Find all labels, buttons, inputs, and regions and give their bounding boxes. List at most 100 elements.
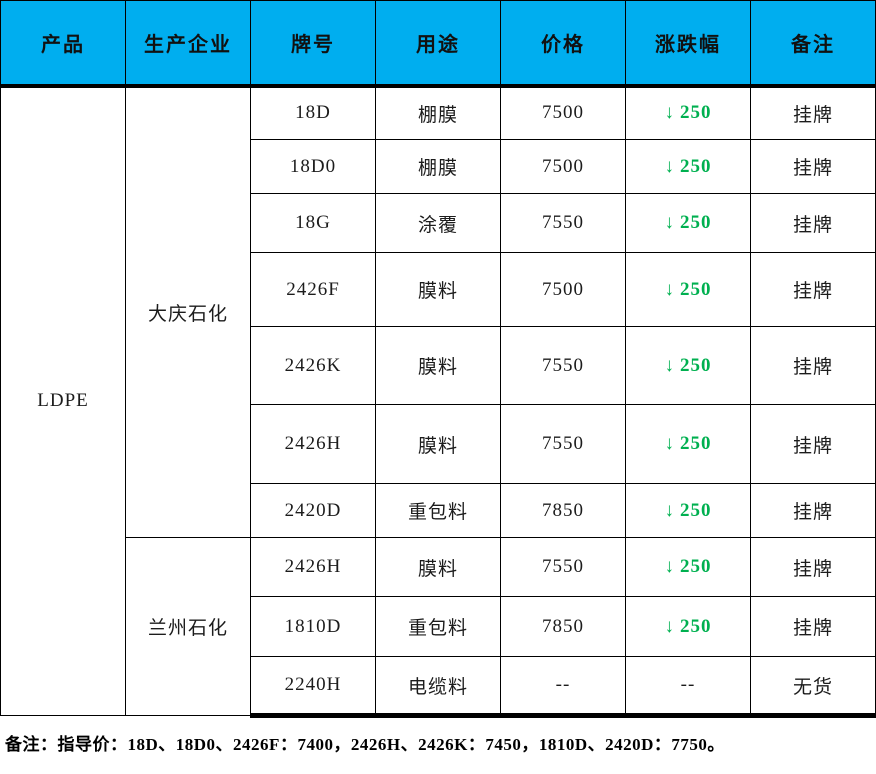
grade-cell: 2240H xyxy=(250,656,376,718)
change-cell: ↓ 250 xyxy=(625,139,751,194)
use-cell: 膜料 xyxy=(375,537,501,597)
note-cell: 挂牌 xyxy=(750,252,876,327)
table-row: 2426F 膜料 7500 ↓ 250 挂牌 xyxy=(1,252,876,327)
column-header-change: 涨跌幅 xyxy=(625,0,751,88)
price-change-down: ↓ 250 xyxy=(665,500,712,521)
down-arrow-icon: ↓ xyxy=(664,615,675,637)
column-header-product: 产品 xyxy=(0,0,126,88)
price-cell: 7550 xyxy=(500,404,626,484)
down-arrow-icon: ↓ xyxy=(664,433,675,454)
grade-cell: 2426F xyxy=(250,252,376,327)
grade-cell: 18D0 xyxy=(250,139,376,194)
price-cell: 7850 xyxy=(500,483,626,538)
grade-cell: 2426H xyxy=(250,404,376,484)
use-cell: 膜料 xyxy=(375,326,501,405)
note-cell: 挂牌 xyxy=(750,139,876,194)
use-cell: 膜料 xyxy=(375,404,501,484)
change-value: 250 xyxy=(680,278,712,300)
product-cell: LDPE xyxy=(0,85,126,716)
down-arrow-icon: ↓ xyxy=(664,556,675,577)
price-cell: 7500 xyxy=(500,252,626,327)
use-cell: 涂覆 xyxy=(375,193,501,253)
grade-cell: 2420D xyxy=(250,483,376,538)
price-change-down: ↓ 250 xyxy=(665,212,712,233)
grade-cell: 1810D xyxy=(250,596,376,657)
column-header-grade: 牌号 xyxy=(250,0,376,88)
note-cell: 挂牌 xyxy=(750,193,876,253)
down-arrow-icon: ↓ xyxy=(664,278,675,300)
change-cell: ↓ 250 xyxy=(625,404,751,484)
column-header-price: 价格 xyxy=(500,0,626,88)
price-cell: 7500 xyxy=(500,139,626,194)
down-arrow-icon: ↓ xyxy=(664,499,675,521)
table-row: 2420D 重包料 7850 ↓ 250 挂牌 xyxy=(1,483,876,538)
change-value: -- xyxy=(680,674,696,695)
price-change-down: ↓ 250 xyxy=(665,433,712,454)
grade-cell: 2426K xyxy=(250,326,376,405)
grade-cell: 18G xyxy=(250,193,376,253)
price-change-down: ↓ 250 xyxy=(665,355,712,376)
change-cell: ↓ 250 xyxy=(625,326,751,405)
price-change-down: ↓ 250 xyxy=(665,279,712,300)
table-row: 2240H 电缆料 -- -- 无货 xyxy=(1,656,876,718)
grade-cell: 18D xyxy=(250,85,376,140)
change-value: 250 xyxy=(680,499,712,521)
column-header-use: 用途 xyxy=(375,0,501,88)
price-cell: 7550 xyxy=(500,193,626,253)
price-change-down: ↓ 250 xyxy=(665,616,712,637)
note-cell: 无货 xyxy=(750,656,876,718)
use-cell: 重包料 xyxy=(375,483,501,538)
use-cell: 重包料 xyxy=(375,596,501,657)
price-table-body: LDPE 大庆石化 18D 棚膜 7500 ↓ 250 挂牌 18D0 棚膜 7500 ↓ 250 挂牌 1… xyxy=(0,85,876,718)
change-cell: -- xyxy=(625,656,751,718)
producer-cell: 兰州石化 xyxy=(125,537,251,716)
header-row: 产品 生产企业 牌号 用途 价格 涨跌幅 备注 xyxy=(0,0,876,88)
producer-cell: 大庆石化 xyxy=(125,85,251,538)
table-row: 18D0 棚膜 7500 ↓ 250 挂牌 xyxy=(1,139,876,194)
change-cell: ↓ 250 xyxy=(625,537,751,597)
change-value: 250 xyxy=(680,155,712,177)
down-arrow-icon: ↓ xyxy=(664,212,675,233)
change-value: 250 xyxy=(680,212,712,233)
table-row: LDPE 大庆石化 18D 棚膜 7500 ↓ 250 挂牌 xyxy=(0,85,876,716)
change-value: 250 xyxy=(680,615,712,637)
price-change-down: ↓ 250 xyxy=(665,156,712,177)
note-cell: 挂牌 xyxy=(750,326,876,405)
table-row: 兰州石化 2426H 膜料 7550 ↓ 250 挂牌 xyxy=(1,537,876,716)
note-cell: 挂牌 xyxy=(750,596,876,657)
price-change-down: ↓ 250 xyxy=(665,102,712,123)
change-value: 250 xyxy=(680,433,712,454)
use-cell: 电缆料 xyxy=(375,656,501,718)
price-table-header: 产品 生产企业 牌号 用途 价格 涨跌幅 备注 xyxy=(0,0,876,88)
change-cell: ↓ 250 xyxy=(625,596,751,657)
table-row: 2426H 膜料 7550 ↓ 250 挂牌 xyxy=(1,404,876,484)
price-table: 产品 生产企业 牌号 用途 价格 涨跌幅 备注 LDPE 大庆石化 18D 棚膜 7500 ↓ 250 挂… xyxy=(0,0,876,718)
price-change-down: ↓ 250 xyxy=(665,556,712,577)
use-cell: 膜料 xyxy=(375,252,501,327)
note-cell: 挂牌 xyxy=(750,483,876,538)
down-arrow-icon: ↓ xyxy=(664,102,675,124)
table-row: 18G 涂覆 7550 ↓ 250 挂牌 xyxy=(1,193,876,253)
column-header-producer: 生产企业 xyxy=(125,0,251,88)
down-arrow-icon: ↓ xyxy=(664,155,675,177)
use-cell: 棚膜 xyxy=(375,139,501,194)
change-value: 250 xyxy=(680,354,712,376)
note-cell: 挂牌 xyxy=(750,404,876,484)
price-cell: 7850 xyxy=(500,596,626,657)
footer-guidance-note: 备注：指导价：18D、18D0、2426F：7400，2426H、2426K：7… xyxy=(5,735,725,754)
change-cell: ↓ 250 xyxy=(625,85,751,140)
price-cell: 7550 xyxy=(500,537,626,597)
price-cell: 7550 xyxy=(500,326,626,405)
table-row: 1810D 重包料 7850 ↓ 250 挂牌 xyxy=(1,596,876,657)
down-arrow-icon: ↓ xyxy=(664,354,675,376)
price-cell: 7500 xyxy=(500,85,626,140)
price-cell: -- xyxy=(500,656,626,718)
change-value: 250 xyxy=(680,556,712,577)
use-cell: 棚膜 xyxy=(375,85,501,140)
grade-cell: 2426H xyxy=(250,537,376,597)
change-cell: ↓ 250 xyxy=(625,193,751,253)
table-row: 2426K 膜料 7550 ↓ 250 挂牌 xyxy=(1,326,876,405)
change-value: 250 xyxy=(680,102,712,124)
note-cell: 挂牌 xyxy=(750,537,876,597)
